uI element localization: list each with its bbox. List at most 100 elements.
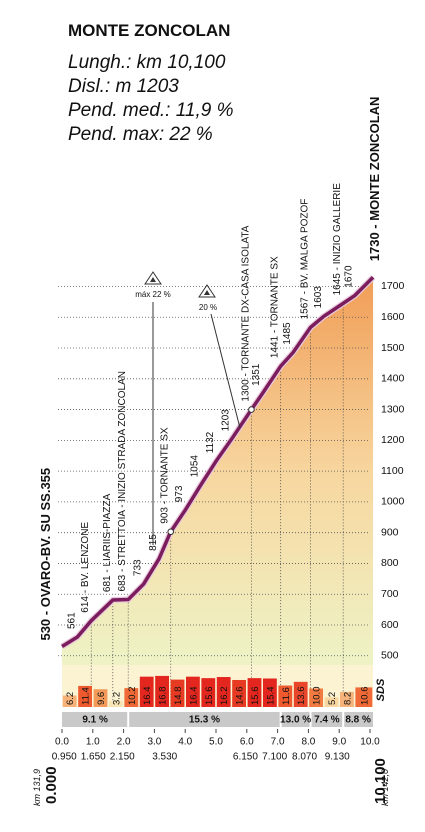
waypoint-label: 3.530 — [152, 752, 177, 763]
waypoint-label: 1.650 — [81, 752, 106, 763]
point-label: 1441 - TORNANTE SX — [270, 256, 281, 358]
section-label: 15.3 % — [189, 715, 220, 726]
section-label: 9.1 % — [82, 715, 108, 726]
point-label: 1351 — [251, 363, 262, 386]
plot-layer: 500 600 700 800 900 1000 1100 1200 1300 1400 1500 1… — [38, 97, 405, 763]
gradient-label: 13.6 — [296, 687, 307, 706]
x-tick-label: 5.0 — [209, 737, 223, 748]
x-tick-label: 8.0 — [301, 737, 315, 748]
icon-mark — [150, 277, 156, 282]
y-tick-label: 1500 — [381, 342, 405, 354]
icon-mark — [204, 290, 210, 295]
gradient-label: 10.6 — [359, 687, 370, 706]
y-tick-label: 900 — [381, 526, 399, 538]
point-label: 815 — [148, 534, 159, 551]
y-tick-label: 1700 — [381, 280, 405, 292]
profile-line — [61, 275, 375, 649]
waypoint-dot — [248, 406, 255, 413]
x-tick-label: 10.0 — [360, 737, 380, 748]
y-tick-label: 700 — [381, 588, 399, 600]
annotation-label: máx 22 % — [135, 290, 171, 299]
info-line: Disl.: m 1203 — [68, 76, 179, 97]
y-tick-label: 1300 — [381, 403, 405, 415]
gradient-label: 5.2 — [327, 692, 338, 705]
gradient-label: 15.4 — [265, 687, 276, 706]
waypoint-dot — [167, 528, 175, 536]
gradient-bar — [186, 676, 200, 707]
annotation-max: máx 22 % — [135, 271, 171, 545]
point-label: 530 - OVARO-BV. SU SS.355 — [38, 468, 53, 641]
gradient-label: 8.2 — [342, 692, 353, 705]
gradient-label: 10.2 — [127, 687, 138, 706]
point-label: 1054 — [190, 455, 201, 478]
gradient-label: 16.2 — [219, 687, 230, 706]
gradient-bar — [62, 695, 77, 707]
y-tick-label: 1600 — [381, 311, 405, 323]
x-tick-label: 4.0 — [178, 737, 192, 748]
end-label: 10.100 — [372, 758, 389, 804]
gradient-bar — [78, 685, 92, 707]
info-line: Pend. max: 22 % — [68, 124, 213, 145]
gradient-bar — [232, 679, 246, 707]
waypoint-label: 6.150 — [233, 752, 258, 763]
gradient-label: 3.2 — [111, 692, 122, 705]
y-tick-label: 1100 — [381, 465, 404, 477]
point-label: 1645 - INIZIO GALLERIE — [332, 183, 343, 296]
y-tick-label: 600 — [381, 619, 399, 631]
start-km-label: km 131,9 — [32, 769, 42, 806]
gradient-bar — [293, 681, 308, 707]
end-km-label: km 142,0 — [380, 769, 390, 806]
gradient-bar — [278, 685, 293, 707]
point-label: 1300 - TORNANTE DX-CASA ISOLATA — [240, 225, 251, 401]
y-tick-label: 1400 — [381, 373, 405, 385]
y-tick-label: 1000 — [381, 496, 405, 508]
point-label: 1670 — [344, 265, 355, 288]
gradient-bar — [340, 691, 354, 707]
gradient-bar — [216, 677, 231, 707]
point-label: 683 - STRETTOIA - INIZIO STRADA ZONCOLAN — [117, 371, 128, 591]
annotation-leader — [210, 313, 241, 429]
point-label: 1132 — [205, 431, 216, 453]
point-label: 681 - LIARIIS-PIAZZA — [102, 493, 113, 592]
gradient-bar — [324, 697, 339, 707]
waypoint-label: 9.130 — [325, 752, 350, 763]
gradient-bar — [201, 678, 216, 707]
gradient-bar — [124, 688, 139, 707]
gradient-label: 11.6 — [281, 687, 292, 705]
point-label: 561 — [66, 612, 77, 629]
gradient-bar — [139, 676, 154, 707]
gradient-label: 11.4 — [81, 687, 92, 705]
point-label: 1485 — [282, 322, 293, 345]
gradient-label: 15.6 — [204, 687, 215, 706]
point-label: 614 - BV. LENZONE — [80, 522, 91, 613]
waypoint-label: 0.950 — [52, 752, 77, 763]
gradient-label: 14.6 — [235, 687, 246, 706]
start-label: 0.000 — [43, 766, 60, 804]
point-label: 1203 — [220, 409, 231, 432]
section-label: 13.0 % — [280, 715, 311, 726]
info-line: Lungh.: km 10,100 — [68, 52, 226, 73]
y-tick-label: 800 — [381, 557, 399, 569]
x-tick-label: 6.0 — [240, 737, 254, 748]
point-label: 903 - TORNANTE SX — [160, 427, 171, 524]
info-line: Pend. med.: 11,9 % — [68, 100, 234, 121]
point-label: 973 — [174, 485, 185, 502]
point-label: 1603 — [313, 286, 324, 309]
y-tick-label: 1200 — [381, 434, 405, 446]
chart-title: MONTE ZONCOLAN — [68, 21, 230, 40]
point-label: 733 — [133, 559, 144, 576]
point-label: 1730 - MONTE ZONCOLAN — [367, 97, 382, 262]
x-tick-label: 1.0 — [86, 737, 100, 748]
section-label: 7.4 % — [314, 715, 340, 726]
gradient-bar — [247, 678, 262, 707]
waypoint-label: 2.150 — [110, 752, 135, 763]
x-tick-label: 7.0 — [271, 737, 285, 748]
gradient-bar — [93, 689, 108, 707]
gradient-label: 6.2 — [65, 692, 76, 705]
gradient-label: 10.0 — [312, 687, 323, 706]
gradient-bar — [155, 675, 169, 707]
gradient-bar — [309, 688, 323, 707]
x-tick-label: 9.0 — [332, 737, 346, 748]
gradient-bar — [355, 687, 373, 707]
